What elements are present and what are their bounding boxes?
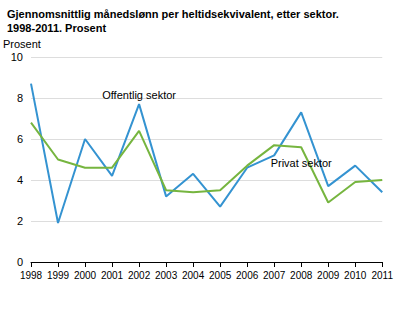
svg-text:2000: 2000 [74, 270, 97, 281]
svg-text:Gjennomsnittlig månedslønn per: Gjennomsnittlig månedslønn per heltidsek… [7, 8, 339, 20]
svg-text:2006: 2006 [236, 270, 259, 281]
svg-text:1998: 1998 [20, 270, 43, 281]
svg-text:1998-2011. Prosent: 1998-2011. Prosent [7, 22, 106, 34]
svg-text:2010: 2010 [344, 270, 367, 281]
svg-text:8: 8 [17, 92, 23, 104]
svg-text:6: 6 [17, 133, 23, 145]
svg-text:10: 10 [11, 51, 23, 63]
svg-text:2003: 2003 [155, 270, 178, 281]
svg-text:Offentlig sektor: Offentlig sektor [102, 89, 176, 101]
svg-text:2002: 2002 [128, 270, 151, 281]
svg-text:Prosent: Prosent [3, 38, 41, 50]
svg-text:1999: 1999 [47, 270, 70, 281]
svg-text:2009: 2009 [317, 270, 340, 281]
svg-text:2: 2 [17, 215, 23, 227]
svg-text:2007: 2007 [263, 270, 286, 281]
svg-text:2001: 2001 [101, 270, 124, 281]
svg-text:2005: 2005 [209, 270, 232, 281]
svg-text:4: 4 [17, 174, 23, 186]
svg-text:0: 0 [17, 256, 23, 268]
svg-text:2004: 2004 [182, 270, 205, 281]
svg-text:Privat sektor: Privat sektor [271, 157, 332, 169]
svg-text:2008: 2008 [290, 270, 313, 281]
svg-text:2011: 2011 [371, 270, 393, 281]
